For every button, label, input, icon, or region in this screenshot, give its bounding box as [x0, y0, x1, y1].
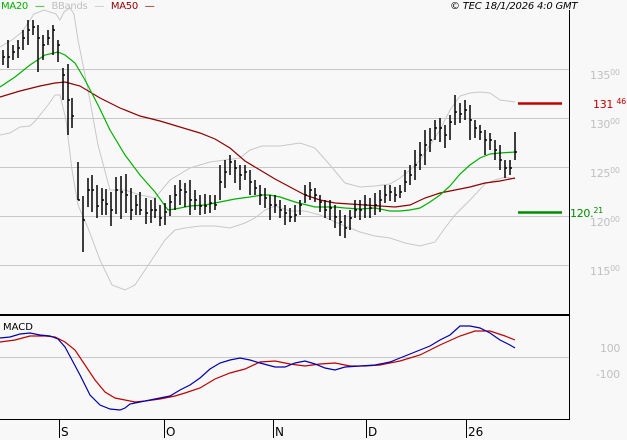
macd-label-100: 100 — [600, 342, 621, 355]
chart-legend: MA20 — BBands — MA50 — — [1, 1, 159, 12]
x-label-nov: N — [275, 425, 284, 439]
ohlc-bars — [2, 20, 517, 252]
x-axis-ticks — [59, 420, 467, 438]
macd-signal-line — [0, 330, 516, 403]
legend-ma50: MA50 — — [110, 1, 155, 12]
x-label-sep: S — [61, 425, 69, 439]
resistance-label: 131 46 — [593, 97, 626, 111]
x-label-dec: D — [368, 425, 378, 439]
legend-bbands: BBands — — [51, 1, 105, 12]
macd-label-minus-100: -100 — [596, 368, 620, 381]
ma50-line — [0, 81, 516, 208]
x-label-2026: 26 — [468, 425, 484, 439]
price-gridlines — [0, 69, 569, 266]
ma20-line — [0, 51, 516, 212]
price-label-135: 13500 — [590, 68, 620, 82]
support-label: 120.21 — [570, 206, 603, 220]
macd-line — [0, 325, 516, 411]
legend-ma20: MA20 — — [1, 1, 45, 12]
copyright-timestamp: © TEC 18/1/2026 4:0 GMT — [450, 1, 578, 12]
x-label-oct: O — [166, 425, 176, 439]
bollinger-bands — [0, 7, 516, 291]
price-label-125: 12500 — [590, 166, 620, 180]
price-label-120: 12000 — [590, 215, 620, 229]
price-label-130: 13000 — [590, 117, 620, 131]
macd-title: MACD — [3, 322, 33, 333]
price-label-115: 11500 — [590, 264, 620, 278]
